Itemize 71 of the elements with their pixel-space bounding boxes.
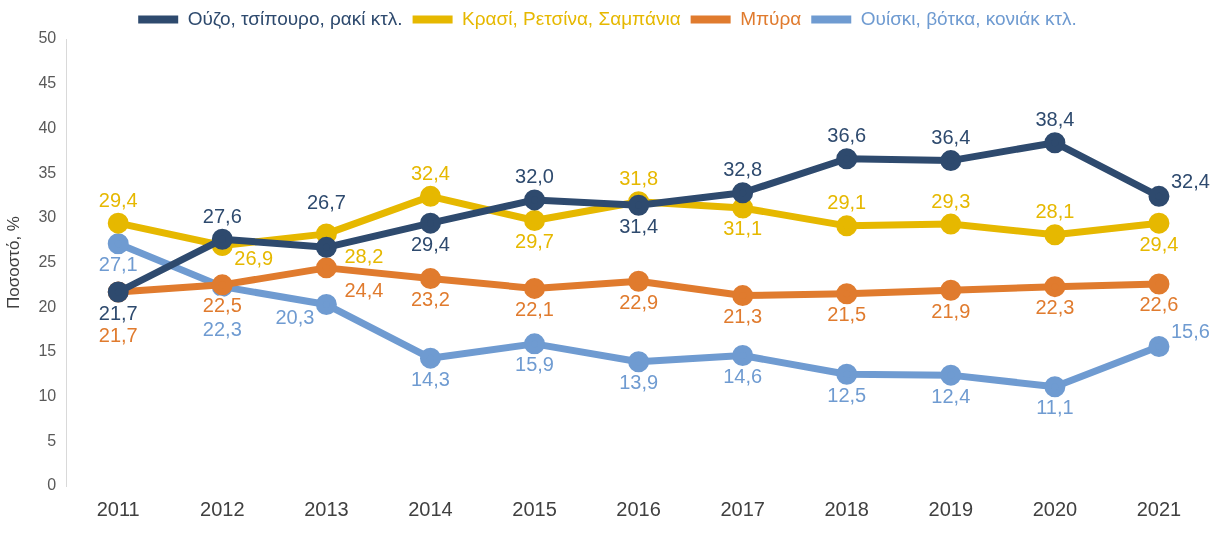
data-label: 15,9 xyxy=(515,353,554,376)
data-label: 27,1 xyxy=(98,253,138,276)
x-tick-label: 2020 xyxy=(1032,497,1078,520)
data-label: 15,6 xyxy=(1170,320,1210,343)
data-label: 12,5 xyxy=(827,383,867,406)
data-label: 31,1 xyxy=(723,217,763,240)
y-tick-label: 25 xyxy=(38,252,57,270)
legend-label: Μπύρα xyxy=(740,7,802,29)
x-tick-label: 2019 xyxy=(928,497,974,520)
x-tick-label: 2014 xyxy=(408,497,453,520)
y-tick-label: 45 xyxy=(38,74,57,92)
data-label: 13,9 xyxy=(619,371,659,394)
x-tick-label: 2013 xyxy=(304,497,349,520)
data-label: 29,3 xyxy=(931,189,971,212)
data-label: 24,4 xyxy=(344,279,384,302)
data-label: 22,3 xyxy=(202,318,242,341)
data-label: 21,5 xyxy=(827,303,867,326)
data-label: 29,4 xyxy=(410,232,450,255)
x-tick-label: 2018 xyxy=(824,497,869,520)
legend-label: Κρασί, Ρετσίνα, Σαμπάνια xyxy=(462,7,681,29)
legend-label: Ούζο, τσίπουρο, ρακί κτλ. xyxy=(187,7,403,29)
x-tick-label: 2015 xyxy=(512,497,557,520)
data-label: 32,8 xyxy=(723,158,763,181)
y-axis-title: Ποσοστό, % xyxy=(3,216,23,309)
data-label: 29,4 xyxy=(1139,232,1179,255)
data-label: 26,9 xyxy=(234,247,274,270)
data-label: 32,0 xyxy=(515,165,554,188)
data-label: 14,3 xyxy=(410,367,450,390)
x-tick-label: 2012 xyxy=(200,497,245,520)
data-label: 29,7 xyxy=(515,230,554,252)
data-label: 38,4 xyxy=(1035,108,1075,131)
data-label: 29,1 xyxy=(827,191,867,214)
data-label: 21,7 xyxy=(98,301,138,324)
legend-label: Ουίσκι, βότκα, κονιάκ κτλ. xyxy=(860,7,1077,29)
data-label: 11,1 xyxy=(1036,396,1074,419)
data-label: 21,9 xyxy=(931,299,971,322)
data-label: 31,8 xyxy=(619,167,659,190)
data-label: 28,1 xyxy=(1035,200,1075,223)
x-tick-label: 2017 xyxy=(720,497,765,520)
y-tick-label: 10 xyxy=(38,387,57,405)
y-tick-label: 40 xyxy=(38,118,57,136)
data-label: 26,7 xyxy=(306,190,346,213)
data-label: 32,4 xyxy=(1170,169,1210,192)
y-tick-label: 5 xyxy=(47,431,57,449)
data-label: 32,4 xyxy=(410,161,450,184)
data-label: 22,6 xyxy=(1139,293,1179,316)
x-tick-label: 2021 xyxy=(1136,497,1182,520)
data-label: 36,6 xyxy=(827,124,867,147)
y-tick-label: 35 xyxy=(38,163,57,181)
data-label: 28,2 xyxy=(344,245,384,268)
data-label: 22,1 xyxy=(515,297,554,320)
data-label: 29,4 xyxy=(98,188,138,211)
y-tick-label: 30 xyxy=(38,208,57,226)
y-tick-label: 50 xyxy=(38,29,57,47)
data-label: 36,4 xyxy=(931,126,971,149)
data-label: 22,9 xyxy=(619,290,659,313)
x-tick-label: 2016 xyxy=(616,497,661,520)
data-label: 21,3 xyxy=(723,305,763,328)
x-tick-label: 2011 xyxy=(96,497,140,520)
data-label: 20,3 xyxy=(275,306,315,329)
data-label: 12,4 xyxy=(931,384,971,407)
y-tick-label: 20 xyxy=(38,297,57,315)
data-label: 14,6 xyxy=(723,364,763,387)
data-label: 23,2 xyxy=(410,288,450,311)
y-tick-label: 0 xyxy=(47,476,57,494)
y-tick-label: 15 xyxy=(38,342,57,360)
data-label: 22,5 xyxy=(202,294,242,317)
data-label: 22,3 xyxy=(1035,296,1075,319)
data-label: 31,4 xyxy=(619,214,659,237)
data-label: 21,7 xyxy=(98,323,138,346)
data-label: 27,6 xyxy=(202,204,242,227)
